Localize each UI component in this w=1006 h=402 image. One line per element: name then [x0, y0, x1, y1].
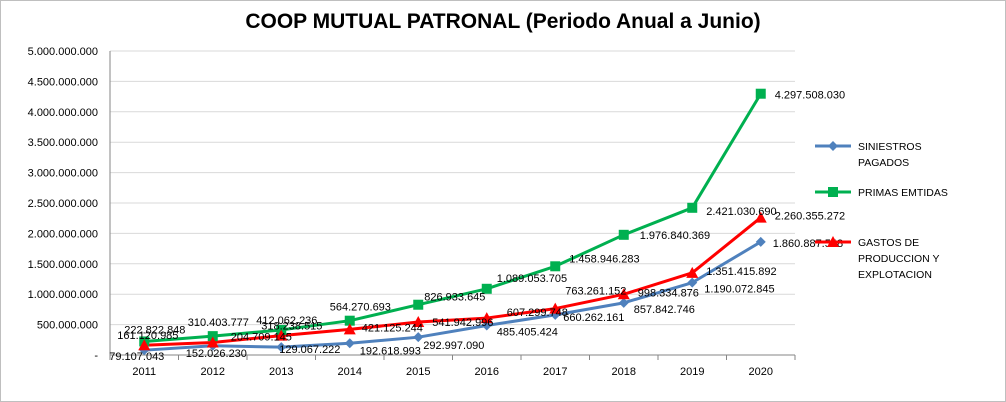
- data-point-triangle: [343, 323, 356, 335]
- y-tick-label: 4.500.000.000: [28, 76, 98, 88]
- data-point-square: [344, 315, 355, 326]
- data-label: 292.997.090: [423, 340, 484, 352]
- data-point-diamond: [687, 277, 698, 288]
- legend-label: GASTOS DE: [858, 237, 919, 249]
- legend-label: EXPLOTACION: [858, 269, 932, 281]
- y-tick-label: 1.500.000.000: [28, 259, 98, 271]
- x-tick-label: 2015: [406, 366, 430, 378]
- data-label: 318.238.515: [261, 321, 322, 333]
- data-label: 152.026.230: [186, 348, 247, 360]
- data-label: 2.421.030.690: [706, 206, 776, 218]
- data-point-diamond: [276, 342, 287, 353]
- data-label: 2.260.355.272: [775, 211, 845, 223]
- y-tick-label: -: [94, 350, 98, 362]
- data-point-triangle: [827, 236, 839, 247]
- y-tick-label: 3.500.000.000: [28, 137, 98, 149]
- data-point-triangle: [480, 312, 493, 324]
- data-point-square: [481, 283, 492, 294]
- x-tick-label: 2013: [269, 366, 293, 378]
- data-label: 129.067.222: [279, 344, 340, 356]
- data-point-triangle: [754, 211, 767, 223]
- data-point-square: [618, 229, 629, 240]
- chart-title: COOP MUTUAL PATRONAL (Periodo Anual a Ju…: [245, 10, 761, 33]
- y-tick-label: 4.000.000.000: [28, 107, 98, 119]
- data-label: 1.089.053.705: [497, 273, 567, 285]
- data-label: 998.334.876: [638, 287, 699, 299]
- data-point-diamond: [344, 338, 355, 349]
- series-line: [144, 216, 762, 347]
- legend-label: SINIESTROS: [858, 141, 922, 153]
- data-point-square: [828, 187, 838, 197]
- y-tick-label: 2.000.000.000: [28, 228, 98, 240]
- data-point-triangle: [686, 266, 699, 278]
- series-line: [144, 240, 762, 352]
- data-point-diamond: [755, 236, 766, 247]
- data-point-triangle: [275, 329, 288, 341]
- legend-label: PRODUCCION Y: [858, 253, 939, 265]
- legend-label: PRIMAS EMTIDAS: [858, 187, 948, 199]
- x-tick-label: 2016: [475, 366, 499, 378]
- data-point-triangle: [138, 339, 151, 351]
- x-tick-label: 2017: [543, 366, 567, 378]
- data-point-square: [687, 202, 698, 213]
- data-label: 607.299.748: [507, 307, 568, 319]
- data-point-triangle: [549, 302, 562, 314]
- data-label: 79.107.043: [109, 351, 164, 363]
- data-point-square: [207, 331, 218, 342]
- x-tick-label: 2020: [749, 366, 773, 378]
- data-label: 1.458.946.283: [569, 253, 639, 265]
- data-point-square: [550, 261, 561, 272]
- y-tick-label: 500.000.000: [37, 320, 98, 332]
- data-label: 412.062.236: [256, 315, 317, 327]
- data-label: 763.261.152: [565, 286, 626, 298]
- x-tick-label: 2011: [132, 366, 156, 378]
- data-label: 857.842.746: [634, 304, 695, 316]
- x-tick-label: 2012: [201, 366, 225, 378]
- x-tick-label: 2018: [612, 366, 636, 378]
- legend-label: PAGADOS: [858, 157, 909, 169]
- series-line: [144, 92, 763, 343]
- y-tick-label: 5.000.000.000: [28, 46, 98, 58]
- data-point-diamond: [618, 297, 629, 308]
- data-point-diamond: [413, 332, 424, 343]
- data-point-triangle: [617, 288, 630, 300]
- data-label: 485.405.424: [497, 326, 558, 338]
- data-label: 1.976.840.369: [640, 230, 710, 242]
- data-label: 222.822.848: [124, 324, 185, 336]
- x-tick-label: 2014: [338, 366, 362, 378]
- data-label: 564.270.693: [330, 302, 391, 314]
- data-label: 1.351.415.892: [706, 266, 776, 278]
- data-point-square: [413, 299, 424, 310]
- data-label: 1.190.072.845: [704, 284, 774, 296]
- data-label: 421.125.244: [362, 322, 423, 334]
- data-point-diamond: [828, 141, 838, 151]
- x-tick-label: 2019: [680, 366, 704, 378]
- data-label: 4.297.508.030: [775, 90, 845, 102]
- y-tick-label: 3.000.000.000: [28, 168, 98, 180]
- data-label: 310.403.777: [188, 317, 249, 329]
- data-point-triangle: [206, 336, 219, 348]
- data-label: 204.709.145: [231, 332, 292, 344]
- y-tick-label: 2.500.000.000: [28, 198, 98, 210]
- data-label: 826.933.645: [424, 292, 485, 304]
- data-point-square: [755, 88, 766, 99]
- data-point-triangle: [412, 316, 425, 328]
- data-label: 541.942.996: [432, 317, 493, 329]
- data-label: 660.262.161: [563, 312, 624, 324]
- data-label: 192.618.993: [360, 345, 421, 357]
- y-tick-label: 1.000.000.000: [28, 289, 98, 301]
- data-label: 161.120.985: [117, 330, 178, 342]
